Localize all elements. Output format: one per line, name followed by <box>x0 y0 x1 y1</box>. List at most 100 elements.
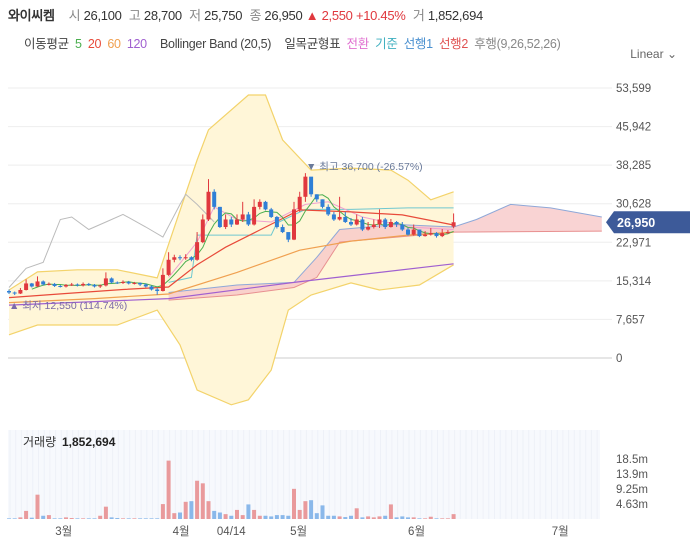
volume-bar <box>423 518 428 519</box>
volume-bar <box>377 516 382 519</box>
volume-bar <box>46 515 51 519</box>
y-tick-label: 38,285 <box>616 160 651 172</box>
volume-tick-label: 9.25m <box>616 484 648 496</box>
close-value: 26,950 <box>264 8 303 23</box>
candle-body <box>18 289 23 294</box>
candle-body <box>286 232 291 240</box>
candle-body <box>235 219 239 225</box>
volume-bar <box>126 518 131 519</box>
volume-bar <box>235 509 239 519</box>
candle-body <box>274 216 279 228</box>
volume-bar <box>143 518 148 519</box>
x-tick-label: 5월 <box>290 525 307 538</box>
candle-body <box>252 206 257 225</box>
volume-bar <box>388 504 393 519</box>
candle-body <box>52 283 57 286</box>
candle-body <box>69 284 74 286</box>
candle-body <box>178 257 182 259</box>
low-label: 저 <box>189 8 201 23</box>
volume-bar <box>86 518 91 519</box>
volume-bar <box>166 460 171 519</box>
candle-body <box>189 257 194 260</box>
candle-body <box>160 274 165 292</box>
volume-bar <box>417 518 422 519</box>
candle-body <box>206 191 211 220</box>
scale-select[interactable]: Linear ⌄ <box>630 47 677 61</box>
candle-body <box>138 282 143 285</box>
candle-body <box>280 227 285 233</box>
x-tick-label: 04/14 <box>217 526 246 538</box>
tenkan-legend: 전환 <box>346 37 370 51</box>
chevron-down-icon: ⌄ <box>666 47 677 61</box>
low-annotation: ▲ 최저 12,550 (114.74%) <box>9 300 127 312</box>
volume-value: 1,852,694 <box>427 8 483 23</box>
ma20-legend: 20 <box>87 37 102 51</box>
candle-body <box>75 284 80 286</box>
volume-bar <box>138 518 143 519</box>
volume-bar <box>240 515 245 519</box>
volume-bar <box>411 517 416 519</box>
volume-bar <box>354 508 359 519</box>
volume-bar <box>121 518 125 519</box>
current-price-label: 26,950 <box>617 216 655 230</box>
volume-bar <box>12 518 17 519</box>
volume-bar <box>52 518 57 519</box>
volume-bar <box>172 513 177 519</box>
volume-bar <box>206 501 211 519</box>
y-tick-label: 0 <box>616 353 622 365</box>
ma20-line <box>8 209 454 299</box>
volume-bar <box>109 517 114 519</box>
candle-body <box>86 283 91 285</box>
candle-body <box>223 219 228 228</box>
y-tick-label: 7,657 <box>616 314 645 326</box>
change-pct: +10.45% <box>355 8 406 23</box>
high-annotation: ▼ 최고 36,700 (-26.57%) <box>306 161 423 173</box>
y-tick-label: 30,628 <box>616 199 651 211</box>
ma120-legend: 120 <box>126 37 147 51</box>
volume-bar <box>183 501 188 519</box>
volume-bar <box>331 515 336 519</box>
volume-bar <box>257 515 262 519</box>
candle-body <box>195 242 200 260</box>
volume-bar <box>229 515 234 519</box>
volume-bar <box>98 515 103 519</box>
candle-body <box>349 221 353 225</box>
volume-bar <box>189 501 194 519</box>
volume-value: 1,852,694 <box>62 435 116 449</box>
y-tick-label: 22,971 <box>616 237 651 249</box>
candle-body <box>143 284 148 287</box>
ma120-line <box>8 263 454 306</box>
candle-body <box>337 216 342 220</box>
ichimoku-label[interactable]: 일목균형표 <box>284 37 341 51</box>
high-value: 28,700 <box>143 8 182 23</box>
candle-body <box>320 199 325 207</box>
volume-bar <box>195 480 200 519</box>
volume-tick-label: 4.63m <box>616 499 648 511</box>
bollinger-legend[interactable]: Bollinger Band (20,5) <box>160 37 272 51</box>
candle-body <box>98 285 103 287</box>
volume-bar <box>360 517 365 519</box>
volume-bar <box>445 518 450 519</box>
ma60-legend: 60 <box>107 37 121 51</box>
candle-body <box>109 278 114 283</box>
volume-bar <box>303 501 308 519</box>
candle-body <box>212 191 217 207</box>
volume-bar <box>75 518 80 519</box>
candle-body <box>121 281 125 283</box>
volume-bar <box>314 513 319 519</box>
ma-label[interactable]: 이동평균 <box>24 37 69 51</box>
volume-bar <box>263 515 268 519</box>
candle-body <box>240 214 245 220</box>
candle-body <box>166 259 171 275</box>
candle-body <box>343 216 348 222</box>
indicator-legend: 이동평균 5 20 60 120 Bollinger Band (20,5) 일… <box>24 33 563 52</box>
volume-bar <box>115 518 120 519</box>
volume-bar <box>7 518 11 519</box>
volume-bar <box>349 515 353 519</box>
candle-body <box>7 291 11 293</box>
volume-bar <box>440 518 445 519</box>
candle-body <box>172 257 177 260</box>
y-tick-label: 53,599 <box>616 83 651 95</box>
volume-bar <box>320 505 325 519</box>
